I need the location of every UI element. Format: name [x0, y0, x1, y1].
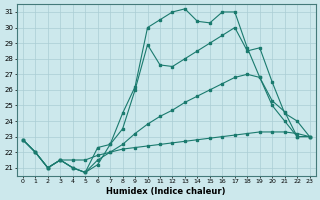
X-axis label: Humidex (Indice chaleur): Humidex (Indice chaleur)	[107, 187, 226, 196]
